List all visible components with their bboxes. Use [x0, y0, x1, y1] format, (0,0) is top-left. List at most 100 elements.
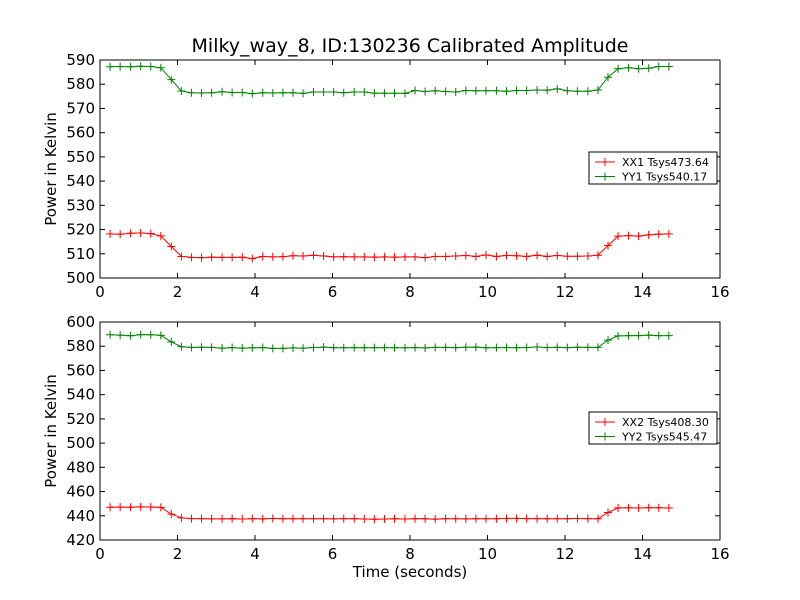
- x-axis-label: Time (seconds): [352, 563, 468, 581]
- y-tick-label: 600: [66, 313, 95, 331]
- plot-2: 0 2 4 6 8 10 12 14 16 420 440 460 480 500 520 540 560 580…: [42, 313, 730, 581]
- data-point: [604, 73, 613, 82]
- series-2: [106, 62, 673, 98]
- data-point: [360, 87, 369, 96]
- data-point: [573, 343, 582, 352]
- data-point: [502, 87, 511, 96]
- data-point: [299, 514, 308, 523]
- data-point: [522, 86, 531, 95]
- data-point: [380, 252, 389, 261]
- data-point: [471, 86, 480, 95]
- series-1: [106, 502, 673, 524]
- data-point: [614, 331, 623, 340]
- data-point: [187, 514, 196, 523]
- data-point: [136, 330, 145, 339]
- data-point: [106, 503, 115, 512]
- axes-frame: [99, 321, 721, 541]
- data-point: [614, 503, 623, 512]
- data-point: [624, 63, 633, 72]
- data-point: [126, 62, 135, 71]
- data-point: [573, 252, 582, 261]
- data-point: [370, 515, 379, 524]
- data-point: [471, 343, 480, 352]
- data-point: [218, 253, 227, 262]
- data-point: [563, 252, 572, 261]
- x-tick-label: 0: [95, 283, 105, 301]
- plots-container: 0 2 4 6 8 10 12 14 16 500 510 520 530 540 550 560 570 580…: [42, 51, 730, 581]
- data-point: [664, 331, 673, 340]
- data-point: [441, 514, 450, 523]
- data-point: [167, 242, 176, 251]
- data-point: [350, 87, 359, 96]
- data-point: [238, 515, 247, 524]
- x-tick-label: 12: [555, 545, 574, 563]
- data-point: [400, 343, 409, 352]
- data-point: [471, 514, 480, 523]
- data-point: [116, 62, 125, 71]
- data-point: [533, 251, 542, 260]
- data-point: [258, 252, 267, 261]
- data-point: [167, 337, 176, 346]
- data-point: [654, 62, 663, 71]
- data-point: [421, 253, 430, 262]
- data-point: [106, 229, 115, 238]
- data-point: [400, 252, 409, 261]
- data-point: [553, 84, 562, 93]
- data-point: [248, 89, 257, 98]
- data-point: [593, 514, 602, 523]
- data-point: [278, 252, 287, 261]
- legend: XX1 Tsys473.64 YY1 Tsys540.17: [588, 151, 718, 185]
- data-point: [187, 253, 196, 262]
- legend-box: [588, 411, 718, 445]
- data-point: [116, 503, 125, 512]
- x-tick-label: 14: [633, 283, 652, 301]
- data-point: [400, 89, 409, 98]
- data-point: [278, 88, 287, 97]
- data-point: [319, 343, 328, 352]
- data-point: [228, 514, 237, 523]
- data-point: [654, 503, 663, 512]
- data-point: [248, 343, 257, 352]
- data-point: [167, 510, 176, 519]
- x-tick-label: 6: [328, 545, 338, 563]
- data-point: [593, 86, 602, 95]
- legend-label: XX2 Tsys408.30: [622, 416, 709, 429]
- data-point: [350, 343, 359, 352]
- legend-marker: [601, 158, 609, 166]
- data-point: [461, 251, 470, 260]
- x-tick-label: 12: [555, 283, 574, 301]
- data-point: [136, 62, 145, 71]
- data-point: [238, 344, 247, 353]
- data-point: [278, 344, 287, 353]
- data-point: [451, 87, 460, 96]
- data-point: [218, 87, 227, 96]
- data-point: [207, 88, 216, 97]
- data-point: [644, 331, 653, 340]
- data-point: [543, 86, 552, 95]
- data-point: [126, 229, 135, 238]
- data-point: [563, 514, 572, 523]
- y-tick-label: 530: [66, 196, 95, 214]
- data-point: [522, 343, 531, 352]
- data-point: [299, 344, 308, 353]
- data-point: [278, 514, 287, 523]
- data-point: [339, 252, 348, 261]
- data-point: [624, 231, 633, 240]
- y-tick-label: 520: [66, 221, 95, 239]
- x-tick-label: 4: [250, 545, 260, 563]
- series-2: [106, 330, 673, 353]
- data-point: [411, 343, 420, 352]
- data-point: [116, 331, 125, 340]
- data-point: [106, 330, 115, 339]
- data-point: [299, 89, 308, 98]
- data-point: [664, 62, 673, 71]
- x-tick-label: 4: [250, 283, 260, 301]
- data-point: [197, 514, 206, 523]
- data-point: [288, 251, 297, 260]
- data-point: [329, 514, 338, 523]
- y-tick-label: 520: [66, 410, 95, 428]
- data-point: [106, 62, 115, 71]
- data-point: [339, 88, 348, 97]
- legend-label: XX1 Tsys473.64: [622, 156, 709, 169]
- data-point: [543, 514, 552, 523]
